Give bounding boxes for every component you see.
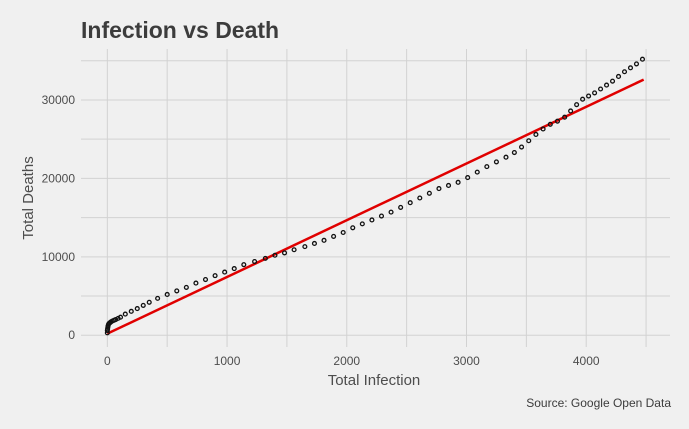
data-point	[627, 65, 634, 71]
data-point	[146, 299, 152, 305]
y-axis-label: Total Deaths	[20, 156, 37, 239]
data-point	[426, 190, 432, 196]
data-point	[331, 233, 337, 239]
scatter-points	[104, 56, 646, 336]
data-point	[580, 96, 586, 102]
data-point	[445, 182, 452, 189]
data-point	[311, 240, 317, 247]
data-point	[241, 262, 247, 268]
data-point	[281, 250, 288, 256]
x-axis-label: Total Infection	[328, 372, 421, 389]
x-tick-label: 3000	[453, 354, 480, 368]
data-point	[615, 73, 622, 79]
data-point	[568, 108, 574, 114]
data-point	[484, 164, 490, 170]
data-point	[155, 295, 161, 301]
x-tick-label: 4000	[573, 354, 600, 368]
data-point	[140, 302, 146, 308]
data-point	[272, 252, 278, 258]
data-point	[554, 118, 561, 124]
data-point	[586, 93, 592, 99]
data-point	[193, 280, 199, 286]
trend-line	[106, 78, 645, 335]
data-point	[609, 78, 616, 84]
data-point	[122, 311, 128, 317]
data-point	[592, 90, 598, 96]
data-point	[503, 154, 509, 160]
data-point	[526, 138, 532, 144]
data-point	[222, 269, 228, 275]
data-point	[388, 209, 394, 215]
chart-title: Infection vs Death	[81, 17, 280, 43]
data-point	[212, 273, 218, 279]
data-point	[519, 144, 525, 150]
tick-labels: 0 1000 2000 3000 4000 0 10000 20000 30000	[42, 93, 600, 368]
data-point	[202, 277, 209, 283]
data-point	[174, 288, 180, 294]
y-tick-label: 10000	[42, 250, 76, 264]
source-caption: Source: Google Open Data	[526, 396, 671, 410]
data-point	[369, 217, 375, 223]
trend-line-group	[106, 78, 645, 335]
data-point	[511, 149, 517, 156]
data-point	[117, 314, 124, 320]
data-point	[134, 306, 140, 312]
data-point	[540, 126, 546, 132]
data-point	[547, 121, 553, 127]
data-point	[378, 213, 385, 219]
data-point	[604, 82, 610, 88]
data-point	[417, 195, 423, 201]
y-tick-label: 0	[68, 328, 75, 342]
data-point	[493, 159, 499, 165]
data-point	[291, 247, 297, 253]
data-point	[350, 225, 356, 231]
data-point	[474, 169, 480, 175]
data-point	[262, 255, 268, 261]
y-tick-label: 20000	[42, 171, 76, 185]
data-point	[302, 244, 308, 250]
data-point	[562, 114, 568, 120]
grid	[81, 49, 670, 347]
data-point	[407, 200, 413, 206]
data-point	[639, 56, 646, 62]
x-tick-label: 1000	[214, 354, 241, 368]
data-point	[164, 291, 170, 298]
x-tick-label: 0	[104, 354, 111, 368]
data-point	[574, 102, 580, 108]
data-point	[436, 186, 442, 192]
data-point	[321, 237, 327, 243]
data-point	[598, 86, 604, 92]
data-point	[252, 258, 258, 265]
data-point	[455, 179, 461, 185]
data-point	[621, 69, 628, 75]
data-point	[128, 308, 134, 314]
data-point	[359, 221, 365, 227]
data-point	[340, 229, 346, 236]
data-point	[533, 131, 539, 138]
data-point	[183, 284, 189, 290]
x-tick-label: 2000	[333, 354, 360, 368]
data-point	[633, 61, 640, 67]
data-point	[231, 266, 237, 272]
data-point	[465, 175, 471, 181]
y-tick-label: 30000	[42, 93, 76, 107]
data-point	[398, 204, 404, 210]
